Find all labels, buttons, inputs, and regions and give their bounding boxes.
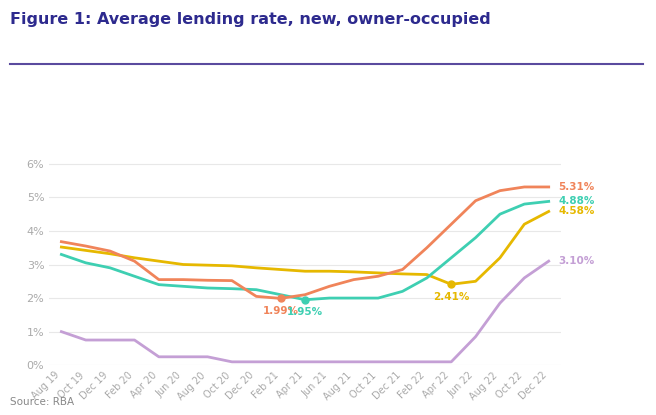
- Text: 1.99%: 1.99%: [262, 306, 298, 316]
- Text: 3.10%: 3.10%: [558, 256, 595, 266]
- Text: 4.88%: 4.88%: [558, 196, 595, 206]
- Text: 1.95%: 1.95%: [287, 307, 323, 317]
- Text: Source: RBA: Source: RBA: [10, 397, 74, 407]
- Text: 2.41%: 2.41%: [433, 292, 470, 302]
- Text: Figure 1: Average lending rate, new, owner-occupied: Figure 1: Average lending rate, new, own…: [10, 12, 491, 27]
- Text: 5.31%: 5.31%: [558, 182, 595, 192]
- Text: 4.58%: 4.58%: [558, 207, 595, 217]
